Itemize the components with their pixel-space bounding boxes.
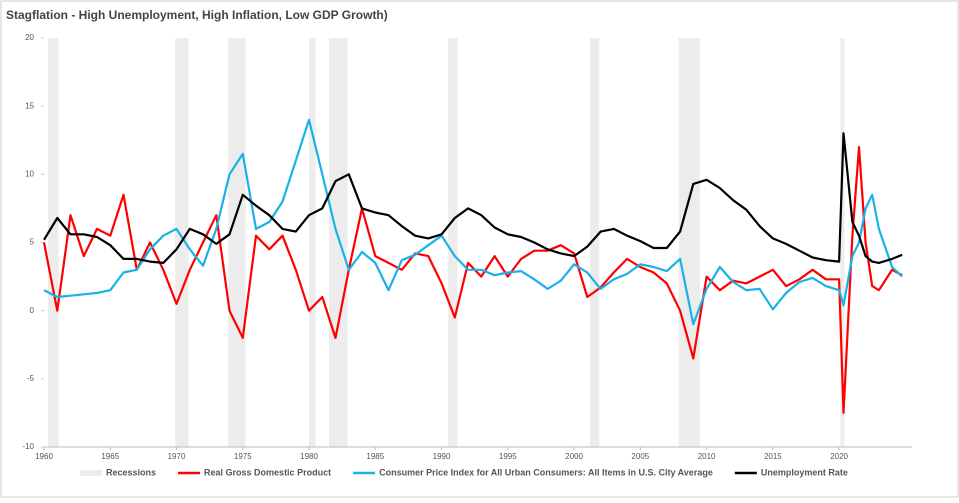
legend-label: Unemployment Rate [761, 467, 848, 477]
x-tick-label: 2015 [764, 452, 782, 461]
y-tick-label: 5 [30, 238, 35, 247]
series-line [42, 146, 903, 414]
recession-band [448, 38, 458, 447]
series-line [43, 132, 903, 264]
y-tick-label: -5 [27, 374, 35, 383]
x-tick-label: 1970 [168, 452, 186, 461]
series-line [43, 118, 903, 326]
x-tick-label: 1985 [366, 452, 384, 461]
recession-band [589, 38, 600, 447]
y-tick-label: 20 [25, 33, 34, 42]
y-tick-label: 0 [30, 306, 35, 315]
chart-title: Stagflation - High Unemployment, High In… [6, 8, 388, 22]
y-tick-label: 15 [25, 101, 34, 110]
x-tick-label: 1965 [101, 452, 119, 461]
recession-band [678, 38, 700, 447]
recession-band [328, 38, 348, 447]
recession-band [228, 38, 246, 447]
x-tick-label: 1990 [433, 452, 451, 461]
x-tick-label: 1975 [234, 452, 252, 461]
legend-label: Real Gross Domestic Product [204, 467, 331, 477]
y-tick-label: 10 [25, 169, 34, 178]
x-tick-label: 2000 [565, 452, 583, 461]
recession-band [309, 38, 316, 447]
recession-band [840, 38, 845, 447]
x-tick-label: 1960 [35, 452, 53, 461]
recession-band [47, 38, 59, 447]
legend-label: Recessions [106, 467, 156, 477]
y-tick-label: -10 [22, 442, 34, 451]
x-tick-label: 1995 [499, 452, 517, 461]
x-tick-label: 2020 [830, 452, 848, 461]
x-tick-label: 2010 [698, 452, 716, 461]
legend-label: Consumer Price Index for All Urban Consu… [379, 467, 713, 477]
x-tick-label: 1980 [300, 452, 318, 461]
x-tick-label: 2005 [631, 452, 649, 461]
